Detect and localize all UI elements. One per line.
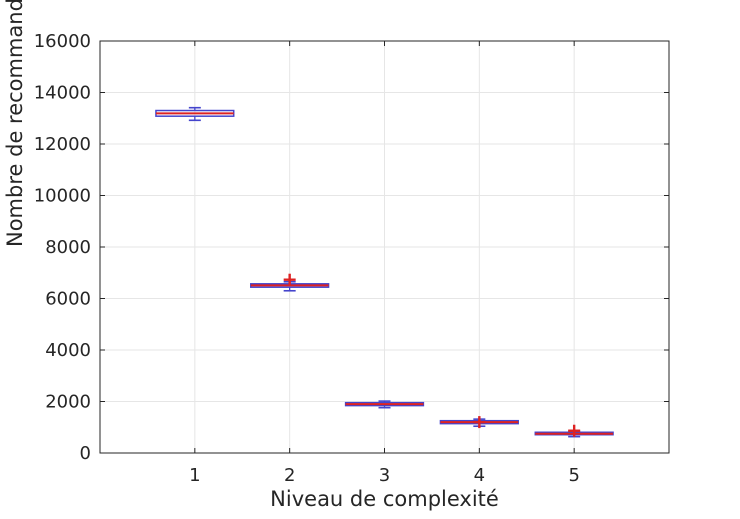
x-axis-label: Niveau de complexité <box>270 487 499 511</box>
x-tick-label: 2 <box>284 465 295 486</box>
x-tick-label: 3 <box>379 465 390 486</box>
y-tick-label: 8000 <box>45 237 91 258</box>
x-tick-label: 5 <box>568 465 579 486</box>
y-tick-label: 10000 <box>34 186 91 207</box>
y-tick-label: 0 <box>80 443 91 464</box>
y-tick-label: 6000 <box>45 289 91 310</box>
y-tick-label: 16000 <box>34 31 91 52</box>
x-tick-label: 4 <box>474 465 485 486</box>
x-tick-label: 1 <box>189 465 200 486</box>
y-tick-label: 12000 <box>34 134 91 155</box>
y-tick-label: 4000 <box>45 340 91 361</box>
y-tick-label: 2000 <box>45 392 91 413</box>
y-tick-label: 14000 <box>34 83 91 104</box>
